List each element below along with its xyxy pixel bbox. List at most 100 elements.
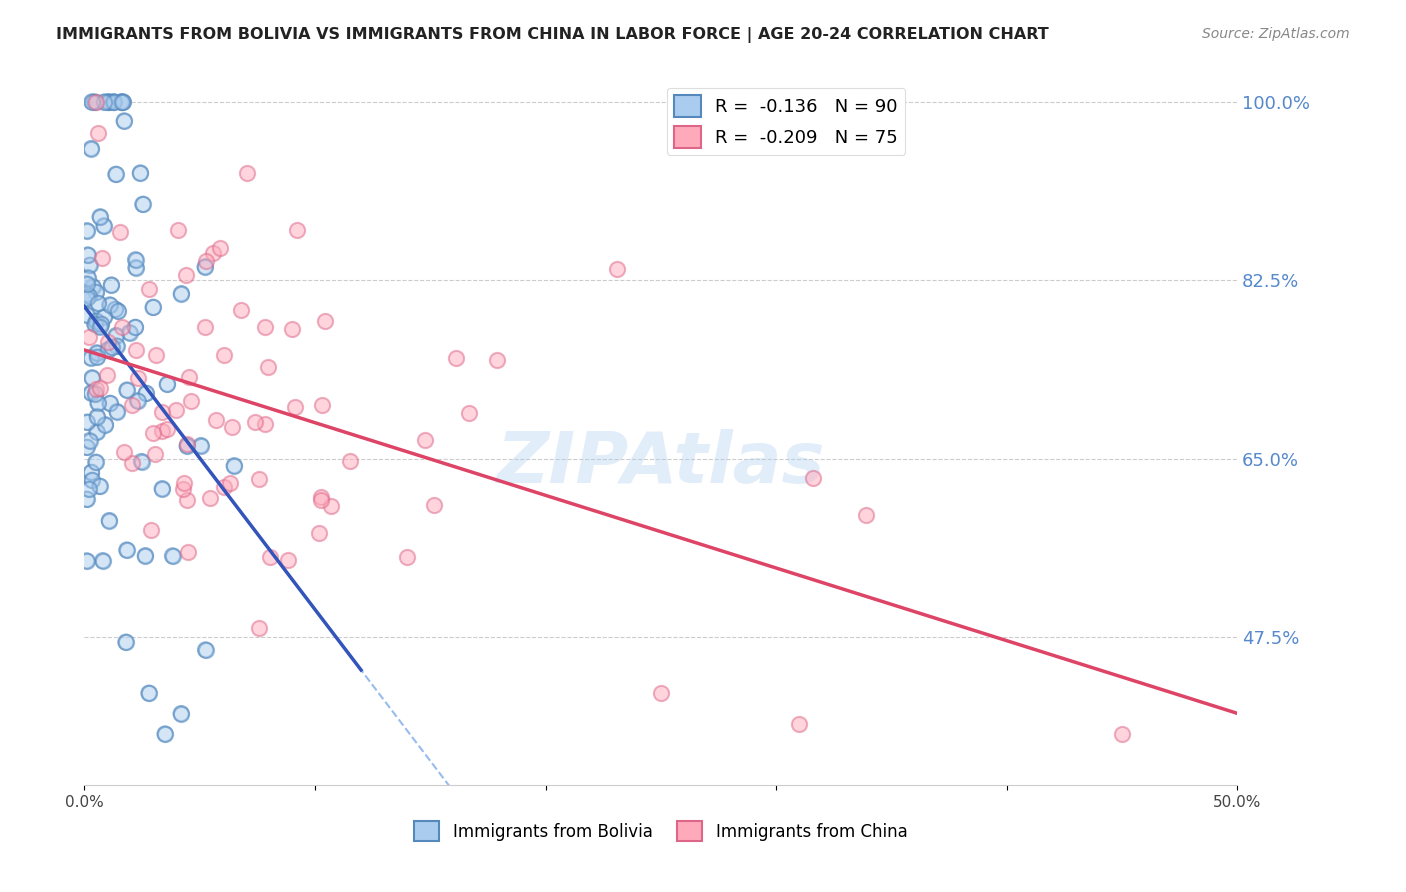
Text: ZIPAtlas: ZIPAtlas [496,429,825,499]
Point [156,377,179,392]
Immigrants from Bolivia [107,304,129,318]
Point [787,716,810,731]
Immigrants from Bolivia [98,514,121,528]
Immigrants from Bolivia [104,167,127,181]
Immigrants from Bolivia [84,455,107,469]
Point [84,314,107,328]
Point [229,302,252,317]
Point [138,282,160,296]
Point [115,635,138,649]
Point [86,346,108,360]
Point [87,296,110,310]
Point [150,405,173,419]
Point [97,343,120,357]
Immigrants from Bolivia [80,141,103,155]
Point [84,382,107,396]
Point [127,393,149,408]
Point [150,424,173,438]
Immigrants from Bolivia [115,383,138,397]
Point [174,268,197,282]
Immigrants from Bolivia [142,301,165,315]
Point [77,482,100,496]
Point [98,514,121,528]
Immigrants from Bolivia [153,727,176,741]
Point [76,440,98,454]
Point [247,621,270,635]
Point [172,482,194,496]
Immigrants from Bolivia [87,296,110,310]
Immigrants from Bolivia [86,350,108,364]
Point [201,246,224,260]
Point [259,550,281,565]
Point [205,413,228,427]
Immigrants from Bolivia [156,377,179,392]
Immigrants from Bolivia [76,277,98,291]
Immigrants from Bolivia [112,95,135,109]
Immigrants from Bolivia [89,210,111,224]
Immigrants from Bolivia [80,371,103,385]
Point [118,326,141,340]
Immigrants from Bolivia [76,440,98,454]
Point [121,456,143,470]
Immigrants from Bolivia [84,386,107,401]
Point [249,472,271,486]
Point [314,314,336,328]
Point [93,310,115,324]
Point [115,543,138,558]
Immigrants from Bolivia [98,396,121,410]
Point [87,126,110,140]
Point [105,328,128,343]
Immigrants from Bolivia [124,320,146,334]
Immigrants from Bolivia [94,417,117,432]
Point [97,95,120,109]
Point [167,223,190,237]
Point [83,95,105,109]
Point [309,490,332,504]
Point [124,320,146,334]
Immigrants from Bolivia [134,549,156,563]
Point [105,339,128,353]
Point [311,493,333,508]
Point [97,334,120,349]
Point [162,549,184,563]
Point [224,458,246,473]
Point [127,371,149,385]
Point [176,439,198,453]
Point [125,343,148,357]
Point [236,166,259,180]
Immigrants from Bolivia [84,285,107,300]
Point [198,491,221,505]
Point [176,436,198,450]
Point [339,454,361,468]
Point [145,348,167,362]
Immigrants from Bolivia [80,474,103,488]
Point [177,545,200,559]
Immigrants from Bolivia [129,166,152,180]
Immigrants from Bolivia [127,393,149,408]
Immigrants from Bolivia [135,386,157,401]
Immigrants from Bolivia [111,95,134,109]
Immigrants from Bolivia [79,434,101,448]
Point [77,330,100,344]
Point [108,225,131,239]
Point [89,319,111,334]
Immigrants from Bolivia [86,409,108,424]
Point [111,95,134,109]
Point [284,400,307,414]
Immigrants from Bolivia [103,95,125,109]
Point [112,95,135,109]
Immigrants from Bolivia [118,326,141,340]
Immigrants from Bolivia [124,252,146,267]
Immigrants from Bolivia [76,287,98,301]
Point [105,404,128,418]
Point [76,248,98,262]
Point [311,398,333,412]
Point [457,406,479,420]
Immigrants from Bolivia [83,95,105,109]
Immigrants from Bolivia [80,385,103,400]
Point [606,262,628,277]
Point [86,409,108,424]
Immigrants from Bolivia [162,549,184,563]
Immigrants from Bolivia [76,415,98,429]
Immigrants from Bolivia [76,291,98,305]
